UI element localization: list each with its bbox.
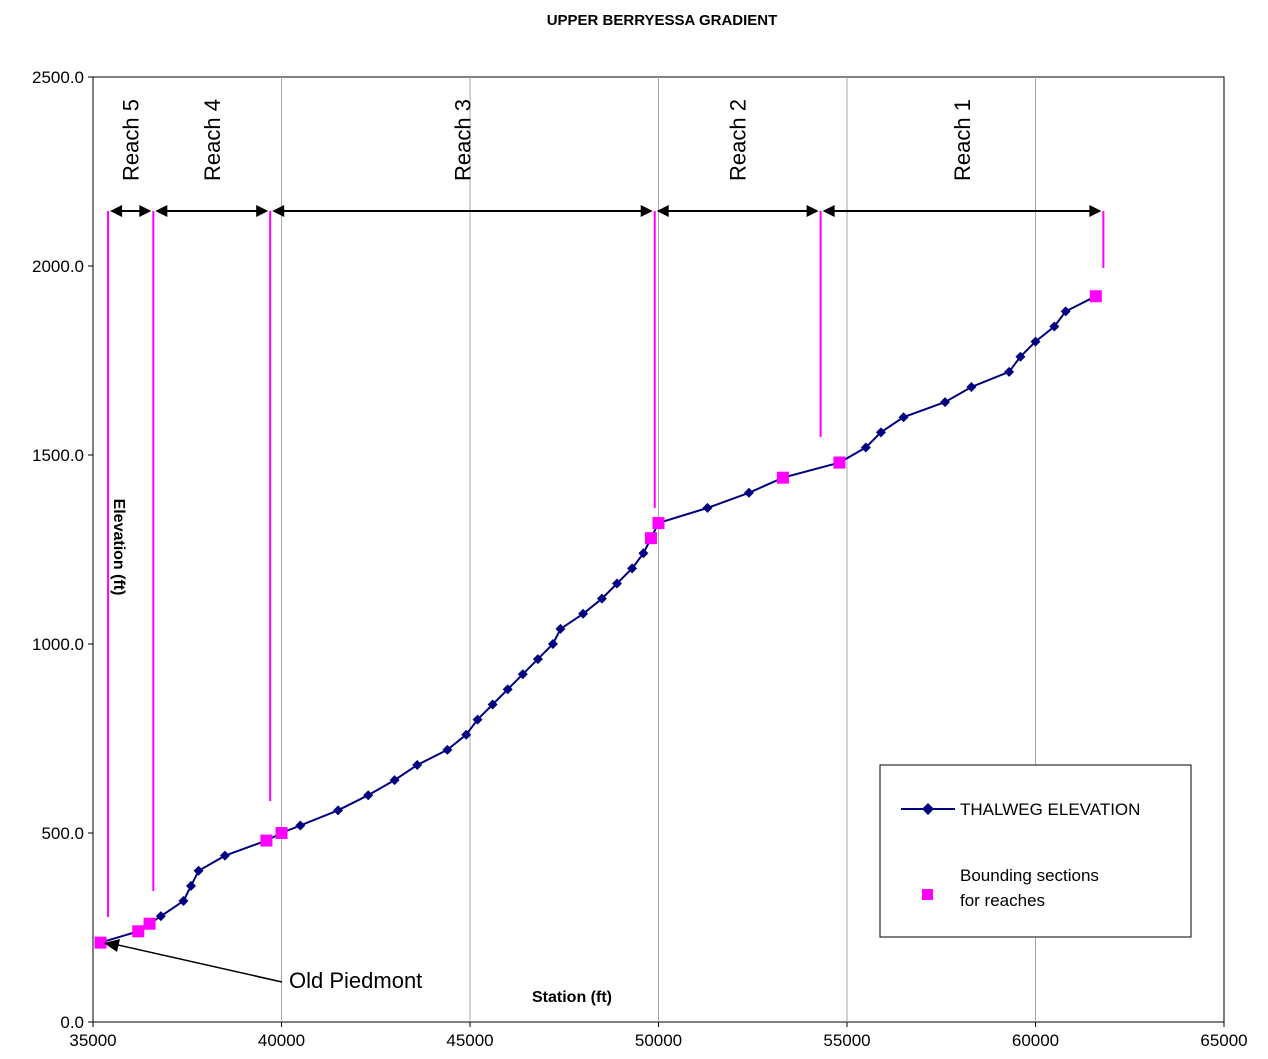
bounding-point [275,827,288,839]
thalweg-point [487,699,498,710]
reach-label: Reach 1 [950,99,975,181]
legend-bounding-label-line2: for reaches [960,891,1045,910]
thalweg-line [100,295,1097,944]
bounding-series [94,290,1102,949]
thalweg-point [219,850,230,861]
reach-label: Reach 4 [200,99,225,181]
thalweg-point [638,548,649,559]
thalweg-point [547,639,558,649]
thalweg-point [295,820,306,831]
y-tick-label: 1500.0 [32,446,84,465]
reach-label: Reach 5 [119,99,144,181]
bounding-point [143,917,156,930]
x-tick-label: 65000 [1200,1031,1247,1050]
reach-boundary-lines [107,211,1105,917]
thalweg-point [555,623,566,634]
thalweg-point [178,896,189,907]
y-tick-label: 2500.0 [32,68,84,87]
thalweg-point [193,865,204,876]
bounding-point [260,834,273,847]
annotation-arrow-head [104,939,120,952]
reach-arrow-head [1089,205,1102,217]
y-tick-label: 500.0 [41,824,84,843]
reach-arrow-head [139,205,152,217]
legend-thalweg-marker [922,803,934,815]
x-axis-ticks: 35000 40000 45000 50000 55000 60000 65000 [69,1022,1248,1050]
thalweg-point [1004,366,1015,377]
reach-arrow-head [256,205,269,217]
x-tick-label: 60000 [1012,1031,1059,1050]
thalweg-point [702,502,713,513]
thalweg-point [940,397,951,408]
reach-labels: Reach 5 Reach 4 Reach 3 Reach 2 Reach 1 [119,99,975,181]
reach-arrow-head [640,205,653,217]
legend: THALWEG ELEVATION Bounding sections for … [879,764,1192,938]
bounding-point [1089,290,1102,303]
thalweg-point [578,608,589,619]
thalweg-point [461,729,472,740]
bounding-point [132,925,145,938]
bounding-point [776,471,789,484]
bounding-point [833,456,846,469]
thalweg-point [517,669,528,680]
thalweg-point [1060,306,1071,317]
thalweg-point [898,412,909,423]
thalweg-point [363,790,374,801]
reach-arrow-head [110,205,123,217]
reach-arrow-head [822,205,835,217]
legend-bounding-marker [922,889,933,900]
bounding-point [94,936,107,949]
x-tick-label: 40000 [258,1031,305,1050]
annotation-arrow-line [117,944,283,983]
reach-arrow-head [272,205,285,217]
y-axis-ticks: 0.0 500.0 1000.0 1500.0 2000.0 2500.0 [32,68,93,1032]
thalweg-point [596,593,607,604]
reach-label: Reach 2 [726,99,751,181]
thalweg-point [442,744,453,755]
reach-arrow-head [155,205,168,217]
thalweg-point [966,381,977,392]
legend-thalweg-label: THALWEG ELEVATION [960,800,1140,819]
thalweg-point [875,427,886,438]
thalweg-point [472,714,483,725]
x-tick-label: 50000 [635,1031,682,1050]
thalweg-point [186,880,197,891]
chart-title: UPPER BERRYESSA GRADIENT [547,12,778,29]
reach-label: Reach 3 [450,99,475,181]
thalweg-point [1049,321,1060,332]
y-tick-label: 1000.0 [32,635,84,654]
thalweg-point [1030,336,1041,347]
thalweg-point [532,654,543,665]
thalweg-point [860,442,871,453]
thalweg-point [1015,351,1026,362]
bounding-point [652,517,665,530]
reach-arrow-head [806,205,819,217]
thalweg-point [412,759,423,770]
legend-bounding-label-line1: Bounding sections [960,866,1099,885]
x-tick-label: 55000 [823,1031,870,1050]
thalweg-point [502,684,513,695]
thalweg-point [612,578,623,589]
thalweg-point [155,911,166,922]
y-axis-label: Elevation (ft) [110,499,127,596]
y-tick-label: 0.0 [60,1013,84,1032]
thalweg-point [389,775,400,786]
old-piedmont-annotation: Old Piedmont [104,939,422,993]
y-tick-label: 2000.0 [32,257,84,276]
legend-box [879,764,1192,938]
annotation-text: Old Piedmont [289,968,422,993]
x-axis-label: Station (ft) [532,989,612,1006]
reach-arrows [110,205,1102,217]
reach-arrow-head [656,205,669,217]
thalweg-point [627,563,638,574]
x-tick-label: 45000 [446,1031,493,1050]
thalweg-point [333,805,344,816]
bounding-point [644,532,657,545]
thalweg-point [743,487,754,498]
x-tick-label: 35000 [69,1031,116,1050]
